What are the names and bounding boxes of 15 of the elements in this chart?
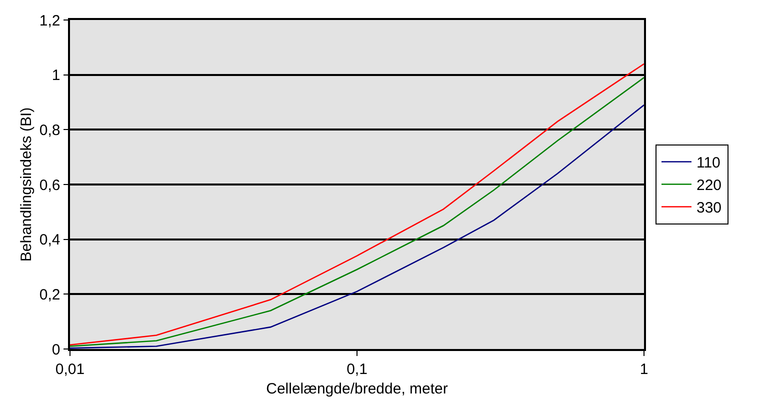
y-tick-label: 1: [52, 67, 60, 84]
x-tick-label: 1: [640, 360, 648, 378]
legend-label: 330: [696, 200, 722, 217]
y-tick-label: 0,6: [39, 176, 60, 194]
y-axis-title: Behandlingsindeks (BI): [18, 107, 36, 262]
x-tick-label: 0,1: [346, 360, 368, 378]
y-tick-label: 0,4: [39, 232, 60, 249]
legend-label: 220: [696, 177, 722, 194]
y-tick-label: 1,2: [39, 12, 60, 30]
y-tick-label: 0: [52, 341, 60, 358]
x-axis-title: Cellelængde/bredde, meter: [266, 380, 448, 398]
x-tick-label: 0,01: [55, 360, 85, 378]
y-tick-label: 0,2: [39, 286, 60, 304]
legend-label: 110: [696, 154, 720, 172]
y-tick-label: 0,8: [39, 122, 60, 139]
